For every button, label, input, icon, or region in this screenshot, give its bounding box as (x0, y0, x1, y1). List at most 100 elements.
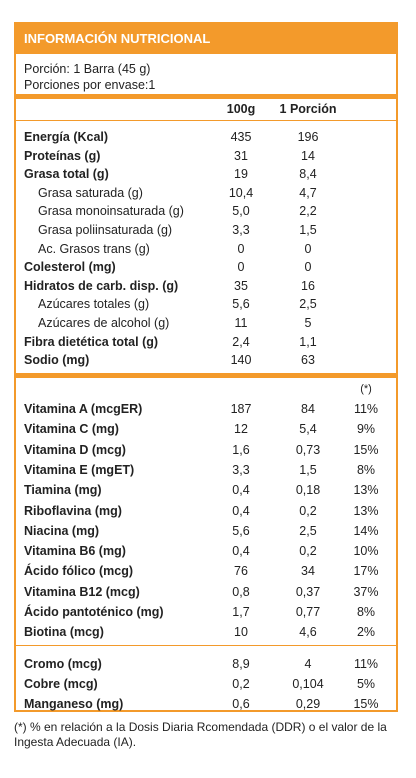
value-100g: 10,4 (228, 185, 254, 200)
nutrient-label: Biotina (mcg) (24, 625, 104, 640)
value-percent: 10% (353, 544, 379, 559)
divider (16, 373, 396, 378)
table-row: Hidratos de carb. disp. (g) 35 16 (16, 277, 396, 295)
nutrient-label: Ácido fólico (mcg) (24, 564, 134, 579)
table-row: Vitamina B12 (mcg) 0,8 0,37 37% (16, 583, 396, 601)
value-portion: 2,5 (299, 297, 317, 312)
value-percent: 17% (353, 564, 379, 579)
nutrient-label: Cobre (mcg) (24, 677, 98, 691)
value-portion: 84 (301, 402, 315, 416)
value-portion: 196 (297, 130, 319, 144)
value-100g: 2,4 (232, 334, 250, 349)
table-row: Grasa saturada (g) 10,4 4,7 (16, 184, 396, 202)
value-portion: 0,104 (292, 677, 324, 691)
nutrient-label: Sodio (mg) (24, 353, 90, 368)
value-100g: 0 (237, 260, 245, 275)
serving-portion-row: Porción: 1 Barra (45 g) (16, 60, 396, 78)
value-portion: 0 (304, 241, 312, 256)
nutrient-label: Niacina (mg) (24, 523, 100, 538)
value-percent: 14% (353, 523, 379, 538)
serving-portion: Porción: 1 Barra (45 g) (24, 62, 151, 76)
value-100g: 5,6 (232, 297, 250, 312)
nutrient-label: Azúcares totales (g) (38, 297, 150, 312)
value-100g: 0,2 (232, 677, 250, 691)
value-100g: 0,8 (232, 584, 250, 599)
table-row: Vitamina C (mg) 12 5,4 9% (16, 420, 396, 438)
percent-header-row: (*) (16, 380, 396, 398)
value-100g: 12 (234, 422, 248, 437)
value-portion: 0,77 (295, 605, 321, 619)
table-row: Grasa total (g) 19 8,4 (16, 165, 396, 183)
nutrient-label: Cromo (mcg) (24, 657, 102, 671)
table-row: Vitamina B6 (mg) 0,4 0,2 10% (16, 542, 396, 560)
nutrient-label: Manganeso (mg) (24, 697, 124, 711)
value-percent: 5% (356, 677, 376, 691)
nutrient-label: Grasa total (g) (24, 167, 109, 182)
value-percent: 9% (356, 422, 376, 437)
value-100g: 187 (230, 402, 252, 416)
serving-per-pack-row: Porciones por envase:1 (16, 76, 396, 94)
value-100g: 0,6 (232, 697, 250, 711)
footnote: (*) % en relación a la Dosis Diaria Rcom… (14, 720, 387, 749)
nutrient-label: Ac. Grasos trans (g) (38, 241, 150, 256)
divider (16, 120, 396, 121)
value-portion: 0,2 (299, 544, 317, 559)
value-portion: 0,2 (299, 503, 317, 518)
table-row: Cobre (mcg) 0,2 0,104 5% (16, 675, 396, 693)
value-percent: 13% (353, 503, 379, 518)
table-row: Grasa poliinsaturada (g) 3,3 1,5 (16, 221, 396, 239)
table-row: Manganeso (mg) 0,6 0,29 15% (16, 695, 396, 713)
value-portion: 1,1 (299, 334, 317, 349)
value-100g: 140 (230, 353, 252, 368)
column-header-100g: 100g (226, 102, 256, 116)
table-row: Sodio (mg) 140 63 (16, 351, 396, 369)
table-row: Colesterol (mg) 0 0 (16, 258, 396, 276)
nutrient-label: Colesterol (mg) (24, 260, 116, 275)
value-portion: 0 (304, 260, 312, 275)
value-portion: 1,5 (299, 462, 317, 477)
value-percent: 2% (356, 625, 376, 640)
divider (16, 645, 396, 646)
nutrient-label: Hidratos de carb. disp. (g) (24, 278, 179, 293)
value-100g: 0 (237, 241, 245, 256)
nutrient-label: Vitamina B6 (mg) (24, 544, 126, 559)
value-100g: 8,9 (232, 657, 250, 671)
value-100g: 1,6 (232, 442, 250, 457)
value-percent: 11% (353, 402, 379, 416)
table-row: Azúcares de alcohol (g) 11 5 (16, 314, 396, 332)
value-100g: 11 (234, 316, 248, 330)
value-100g: 0,4 (232, 503, 250, 518)
nutrient-label: Ácido pantoténico (mg) (24, 605, 164, 619)
table-row: Riboflavina (mg) 0,4 0,2 13% (16, 502, 396, 520)
nutrition-panel: INFORMACIÓN NUTRICIONAL Porción: 1 Barra… (14, 22, 398, 712)
value-100g: 0,4 (232, 544, 250, 559)
column-header-percent: (*) (360, 383, 372, 395)
value-100g: 0,4 (232, 483, 250, 498)
column-header-row: 100g 1 Porción (16, 100, 396, 118)
nutrient-label: Tiamina (mg) (24, 483, 102, 498)
value-portion: 14 (301, 148, 315, 163)
nutrient-label: Fibra dietética total (g) (24, 334, 159, 349)
value-portion: 4 (304, 657, 312, 671)
nutrient-label: Grasa monoinsaturada (g) (38, 204, 184, 219)
value-100g: 35 (234, 278, 248, 293)
table-row: Vitamina E (mgET) 3,3 1,5 8% (16, 461, 396, 479)
value-100g: 76 (234, 564, 248, 579)
nutrient-label: Azúcares de alcohol (g) (38, 316, 170, 330)
value-100g: 1,7 (232, 605, 250, 619)
value-percent: 8% (356, 462, 376, 477)
value-portion: 0,18 (295, 483, 321, 498)
nutrient-label: Vitamina A (mcgER) (24, 402, 143, 416)
value-portion: 34 (301, 564, 315, 579)
value-portion: 0,73 (295, 442, 321, 457)
nutrient-label: Energía (Kcal) (24, 130, 109, 144)
value-portion: 5 (304, 316, 312, 330)
nutrient-label: Riboflavina (mg) (24, 503, 122, 518)
value-100g: 5,6 (232, 523, 250, 538)
nutrient-label: Vitamina D (mcg) (24, 442, 126, 457)
value-percent: 13% (353, 483, 379, 498)
value-portion: 5,4 (299, 422, 317, 437)
value-percent: 11% (353, 657, 379, 671)
value-portion: 1,5 (299, 223, 317, 237)
value-100g: 3,3 (232, 462, 250, 477)
